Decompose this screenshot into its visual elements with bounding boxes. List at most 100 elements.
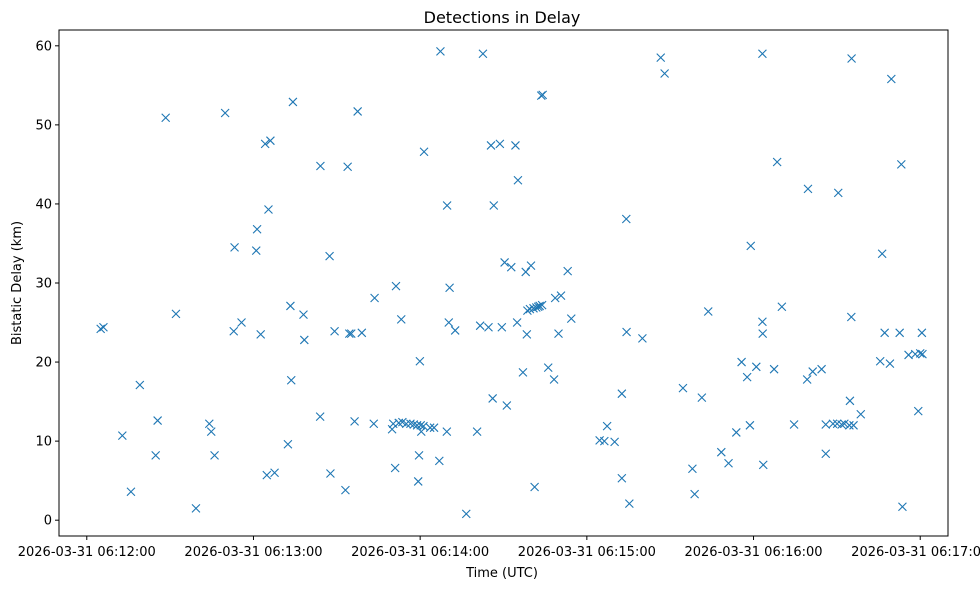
data-point — [917, 328, 927, 338]
data-point — [489, 201, 499, 210]
data-point — [530, 482, 540, 492]
data-point — [96, 324, 106, 334]
data-point — [117, 431, 127, 440]
data-point — [486, 141, 496, 150]
data-point — [484, 322, 493, 332]
data-point — [554, 329, 563, 338]
data-point — [401, 419, 411, 429]
data-point — [350, 416, 359, 426]
y-tick-label: 30 — [35, 277, 52, 292]
data-point — [690, 489, 700, 499]
data-point — [445, 283, 454, 293]
data-point — [745, 420, 755, 430]
data-point — [251, 246, 261, 255]
data-point — [895, 328, 905, 338]
data-point — [341, 485, 350, 495]
data-point — [513, 175, 523, 185]
chart-title: Detections in Delay — [424, 8, 581, 27]
data-point — [343, 162, 353, 172]
data-point — [821, 420, 831, 429]
data-point — [621, 214, 631, 224]
data-point — [357, 328, 367, 338]
data-point — [624, 499, 634, 508]
data-point — [413, 477, 423, 486]
data-point — [833, 188, 843, 198]
data-point — [875, 356, 885, 366]
data-point — [599, 436, 609, 446]
data-point — [877, 249, 887, 259]
data-point — [724, 458, 733, 468]
data-point — [845, 396, 855, 406]
data-point — [369, 419, 379, 429]
data-point — [777, 302, 787, 312]
data-point — [230, 243, 239, 252]
data-point — [913, 406, 923, 416]
data-point — [416, 427, 426, 437]
data-point — [703, 307, 713, 316]
data-point — [126, 487, 136, 497]
data-point — [442, 201, 452, 210]
data-point — [918, 349, 927, 359]
data-point — [803, 184, 813, 194]
x-axis-ticks: 2026-03-31 06:12:00 2026-03-31 06:13:00 20… — [18, 536, 980, 560]
data-point — [758, 460, 768, 470]
y-axis-title: Bistatic Delay (km) — [10, 221, 25, 345]
x-axis-title: Time (UTC) — [465, 566, 538, 581]
data-point — [885, 359, 895, 369]
data-point — [288, 97, 298, 107]
data-point — [434, 456, 444, 466]
data-point — [299, 335, 309, 345]
data-point — [526, 261, 536, 270]
data-point — [346, 329, 356, 338]
data-point — [161, 113, 171, 123]
data-point — [521, 267, 531, 277]
data-points — [96, 46, 927, 519]
data-point — [839, 419, 849, 429]
data-point — [206, 427, 216, 437]
data-point — [556, 291, 566, 301]
data-point — [537, 300, 547, 310]
data-point — [678, 383, 688, 393]
data-point — [506, 262, 516, 272]
data-point — [808, 367, 818, 376]
data-point — [602, 421, 612, 431]
data-point — [171, 309, 181, 319]
data-point — [286, 375, 296, 385]
y-tick-label: 10 — [35, 435, 52, 450]
data-point — [511, 141, 520, 150]
data-point — [286, 301, 295, 311]
data-point — [523, 306, 532, 316]
data-point — [688, 464, 697, 474]
x-tick-label: 2026-03-31 06:15:00 — [518, 545, 656, 560]
data-point — [391, 281, 401, 291]
x-tick-label: 2026-03-31 06:16:00 — [684, 545, 822, 560]
data-point — [789, 420, 799, 429]
x-tick-label: 2026-03-31 06:12:00 — [18, 545, 156, 560]
data-point — [758, 49, 767, 59]
data-point — [566, 314, 576, 323]
data-point — [414, 450, 424, 460]
data-point — [535, 301, 545, 311]
data-point — [270, 468, 279, 478]
data-point — [846, 312, 856, 322]
y-tick-label: 0 — [44, 514, 52, 529]
data-point — [638, 333, 647, 343]
data-point — [315, 412, 325, 422]
data-point — [622, 327, 631, 337]
data-point — [543, 363, 553, 372]
data-point — [415, 356, 425, 366]
data-point — [849, 420, 858, 430]
data-point — [512, 318, 522, 327]
data-point — [915, 348, 925, 358]
data-point — [886, 74, 896, 84]
data-point — [316, 161, 325, 171]
data-point — [844, 420, 854, 430]
data-point — [758, 317, 767, 327]
data-point — [326, 469, 335, 478]
data-point — [538, 90, 548, 100]
data-point — [828, 419, 838, 429]
y-axis-ticks: 0 10 20 30 40 50 60 — [35, 39, 59, 529]
data-point — [898, 502, 907, 512]
data-point — [802, 375, 812, 384]
data-point — [518, 367, 528, 377]
